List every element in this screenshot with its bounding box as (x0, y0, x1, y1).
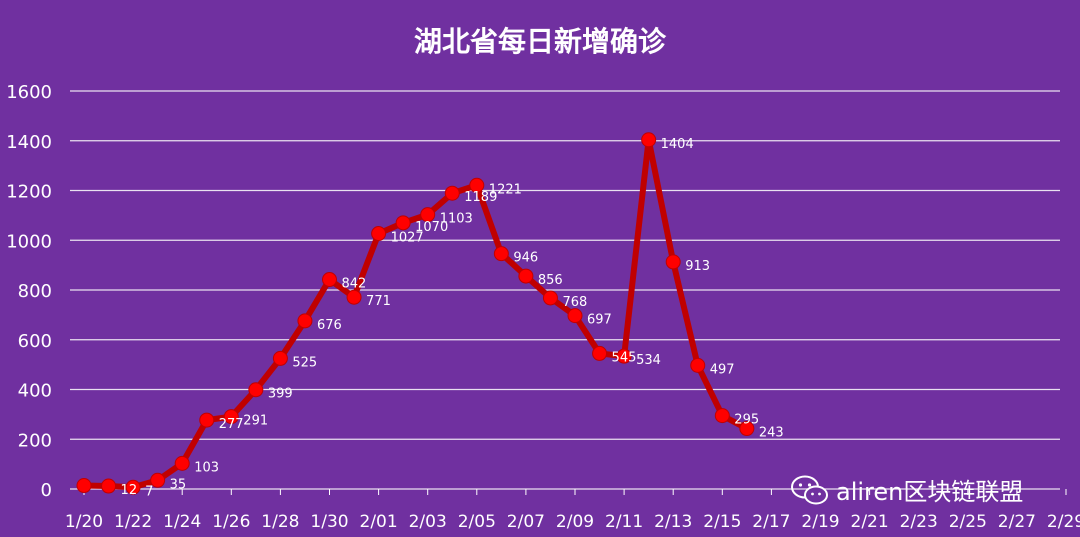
data-point (616, 348, 632, 364)
data-label: 399 (268, 387, 293, 402)
data-label: 1070 (415, 220, 448, 235)
data-label: 497 (710, 362, 735, 377)
data-point (395, 215, 411, 231)
data-label: 295 (734, 413, 759, 428)
data-label: 697 (587, 313, 612, 328)
x-tick-label: 2/23 (900, 512, 938, 532)
data-label: 7 (145, 484, 153, 499)
y-tick-label: 0 (41, 480, 52, 501)
data-point (420, 207, 436, 223)
data-label: 35 (170, 477, 187, 492)
data-label: 103 (194, 460, 219, 475)
series-line (83, 136, 749, 491)
x-tick-label: 2/01 (360, 512, 398, 532)
data-series (76, 132, 755, 495)
x-tick-label: 1/30 (310, 512, 348, 532)
data-label: 243 (759, 426, 784, 441)
data-point (739, 421, 755, 437)
watermark: aliren区块链联盟 (790, 472, 1023, 507)
x-tick-label: 2/27 (998, 512, 1036, 532)
data-point (125, 479, 141, 495)
x-tick-label: 2/13 (654, 512, 692, 532)
data-label: 856 (538, 273, 563, 288)
data-point (714, 408, 730, 424)
y-tick-label: 600 (18, 331, 52, 352)
watermark-text: aliren区块链联盟 (836, 478, 1024, 506)
x-tick-label: 1/22 (114, 512, 152, 532)
x-tick-label: 2/21 (851, 512, 889, 532)
x-tick-label: 1/24 (163, 512, 201, 532)
y-tick-label: 400 (18, 381, 52, 402)
data-point (518, 268, 534, 284)
data-point (469, 177, 485, 193)
data-label: 1027 (391, 231, 424, 246)
data-label: 277 (219, 417, 244, 432)
grid-lines (70, 90, 1067, 495)
x-tick-label: 1/28 (261, 512, 299, 532)
data-label: 1221 (489, 182, 522, 197)
x-tick-label: 2/09 (556, 512, 594, 532)
data-label: 1103 (440, 212, 473, 227)
y-tick-label: 1000 (6, 231, 52, 252)
wechat-icon (791, 475, 828, 504)
x-tick-label: 2/29 (1047, 512, 1080, 532)
data-label: 545 (612, 350, 637, 365)
data-label: 842 (342, 277, 367, 292)
x-tick-label: 2/25 (949, 512, 987, 532)
x-tick-label: 1/20 (65, 512, 103, 532)
y-tick-label: 1600 (6, 82, 52, 103)
data-label: 913 (685, 259, 710, 274)
x-tick-label: 1/26 (212, 512, 250, 532)
data-point (322, 272, 337, 288)
x-tick-label: 2/05 (458, 512, 496, 532)
data-label: 525 (292, 355, 317, 370)
y-axis-tick-labels: 0 200 400 600 800 1000 1200 1400 1600 (6, 82, 52, 501)
data-label: 291 (243, 414, 268, 429)
data-label: 771 (366, 294, 391, 309)
chart-title: 湖北省每日新增确诊 (413, 25, 666, 58)
y-tick-label: 1400 (6, 132, 52, 153)
y-tick-label: 200 (18, 430, 52, 451)
data-point (641, 132, 657, 148)
data-label: 946 (513, 251, 538, 266)
data-point (346, 289, 362, 305)
data-point (297, 313, 313, 329)
data-point (690, 357, 706, 373)
data-label: 768 (562, 295, 587, 310)
data-point (567, 308, 583, 324)
x-axis-tick-labels: 1/20 1/22 1/24 1/26 1/28 1/30 2/01 2/03 2/05 2/07… (65, 512, 1080, 532)
data-point (76, 478, 92, 494)
data-label: 1404 (661, 137, 694, 152)
x-tick-label: 2/17 (752, 512, 790, 532)
x-tick-label: 2/07 (507, 512, 545, 532)
data-point (272, 350, 288, 366)
data-point (592, 345, 608, 361)
x-tick-label: 2/15 (703, 512, 741, 532)
data-point (542, 290, 558, 306)
data-point (248, 382, 264, 398)
x-tick-label: 2/11 (605, 512, 643, 532)
data-point (174, 455, 190, 471)
data-point (101, 478, 117, 494)
x-tick-label: 2/19 (801, 512, 839, 532)
data-label: 1189 (464, 190, 497, 205)
data-point (444, 185, 460, 201)
y-tick-label: 1200 (6, 182, 52, 203)
data-label: 12 (121, 483, 138, 498)
data-point (199, 412, 215, 428)
data-point (493, 246, 509, 262)
data-point (371, 226, 387, 242)
y-tick-label: 800 (18, 281, 52, 302)
data-point (223, 409, 239, 425)
x-tick-label: 2/03 (409, 512, 447, 532)
data-point (150, 472, 166, 488)
data-label: 676 (317, 318, 342, 333)
data-point (665, 254, 681, 270)
data-label: 534 (636, 353, 661, 368)
